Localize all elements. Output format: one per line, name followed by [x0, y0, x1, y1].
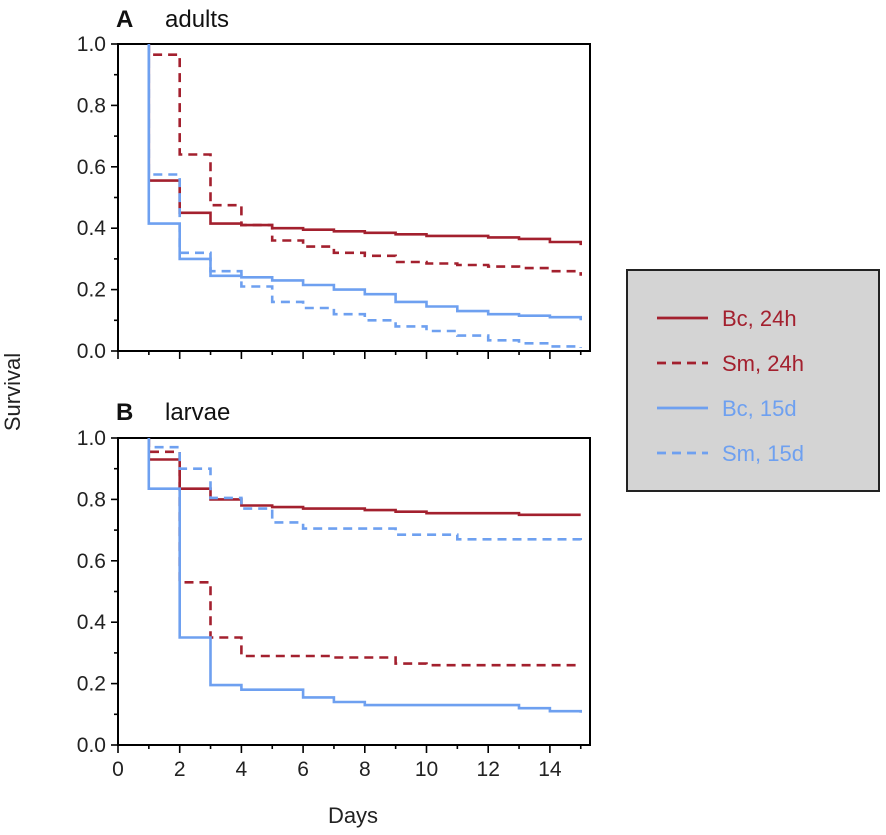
- panel-a-y-tick-label: 0.6: [77, 156, 106, 179]
- panel-b-x-tick-label: 4: [236, 758, 248, 781]
- panel-b-y-tick-label: 0.6: [77, 550, 106, 573]
- panel-b-curves: [147, 438, 582, 713]
- panel-a-curves: [147, 44, 582, 348]
- panel-b-x-tick-label: 10: [415, 758, 438, 781]
- panel-b-x-tick-label: 8: [359, 758, 371, 781]
- panel-b-y-tick-label: 0.2: [77, 673, 106, 696]
- panel-a-title: adults: [165, 6, 229, 33]
- panel-a-y-tick-label: 0.8: [77, 94, 106, 117]
- legend-label-sm-15d: Sm, 15d: [722, 441, 804, 466]
- panel-a-curve-sm-15d: [147, 44, 582, 348]
- panel-a-ticks: 0.0 0.2 0.4 0.6 0.8 1.0: [77, 33, 582, 363]
- y-axis-title: Survival: [0, 353, 25, 431]
- legend-label-bc-15d: Bc, 15d: [722, 396, 797, 421]
- panel-b-x-tick-label: 14: [538, 758, 562, 781]
- legend-box: [626, 269, 880, 492]
- panel-b-curve-sm-24h: [147, 438, 581, 667]
- panel-b-letter: B: [116, 399, 133, 426]
- panel-a-y-tick-label: 1.0: [77, 33, 106, 56]
- panel-b-y-tick-label: 0.4: [77, 611, 107, 634]
- panel-a-y-tick-label: 0.4: [77, 217, 107, 240]
- panel-a-adults: A adults 0.0 0.2 0.4 0.6 0.8 1.0: [77, 6, 591, 363]
- panel-a-curve-bc-15d: [147, 44, 582, 321]
- panel-b-y-tick-label: 1.0: [77, 427, 106, 450]
- legend: Bc, 24h Sm, 24h Bc, 15d Sm, 15d: [626, 269, 880, 492]
- legend-label-bc-24h: Bc, 24h: [722, 306, 797, 331]
- panel-b-larvae: B larvae 0.0 0.2 0.4 0.6 0.8 1.0 0 2 4 6 8 10 12 14: [77, 399, 591, 781]
- panel-b-curve-bc-24h: [147, 438, 581, 517]
- legend-label-sm-24h: Sm, 24h: [722, 351, 804, 376]
- panel-a-y-tick-label: 0.2: [77, 279, 106, 302]
- panel-b-y-tick-label: 0.0: [77, 734, 106, 757]
- x-axis-title: Days: [328, 803, 378, 828]
- panel-b-title: larvae: [165, 399, 230, 426]
- panel-b-x-tick-label: 0: [112, 758, 124, 781]
- panel-a-curve-bc-24h: [147, 44, 582, 246]
- panel-b-ticks: 0.0 0.2 0.4 0.6 0.8 1.0 0 2 4 6 8 10 12 14: [77, 427, 582, 781]
- panel-b-plot-frame: [117, 437, 591, 746]
- panel-a-curve-sm-24h: [147, 44, 582, 276]
- panel-b-x-tick-label: 12: [477, 758, 500, 781]
- panel-a-y-tick-label: 0.0: [77, 340, 106, 363]
- panel-a-letter: A: [116, 6, 133, 33]
- panel-b-y-tick-label: 0.8: [77, 488, 106, 511]
- panel-a-plot-frame: [117, 43, 591, 352]
- panel-b-curve-bc-15d: [147, 438, 582, 713]
- panel-b-x-tick-label: 6: [297, 758, 309, 781]
- panel-b-curve-sm-15d: [147, 438, 582, 544]
- panel-b-x-tick-label: 2: [174, 758, 186, 781]
